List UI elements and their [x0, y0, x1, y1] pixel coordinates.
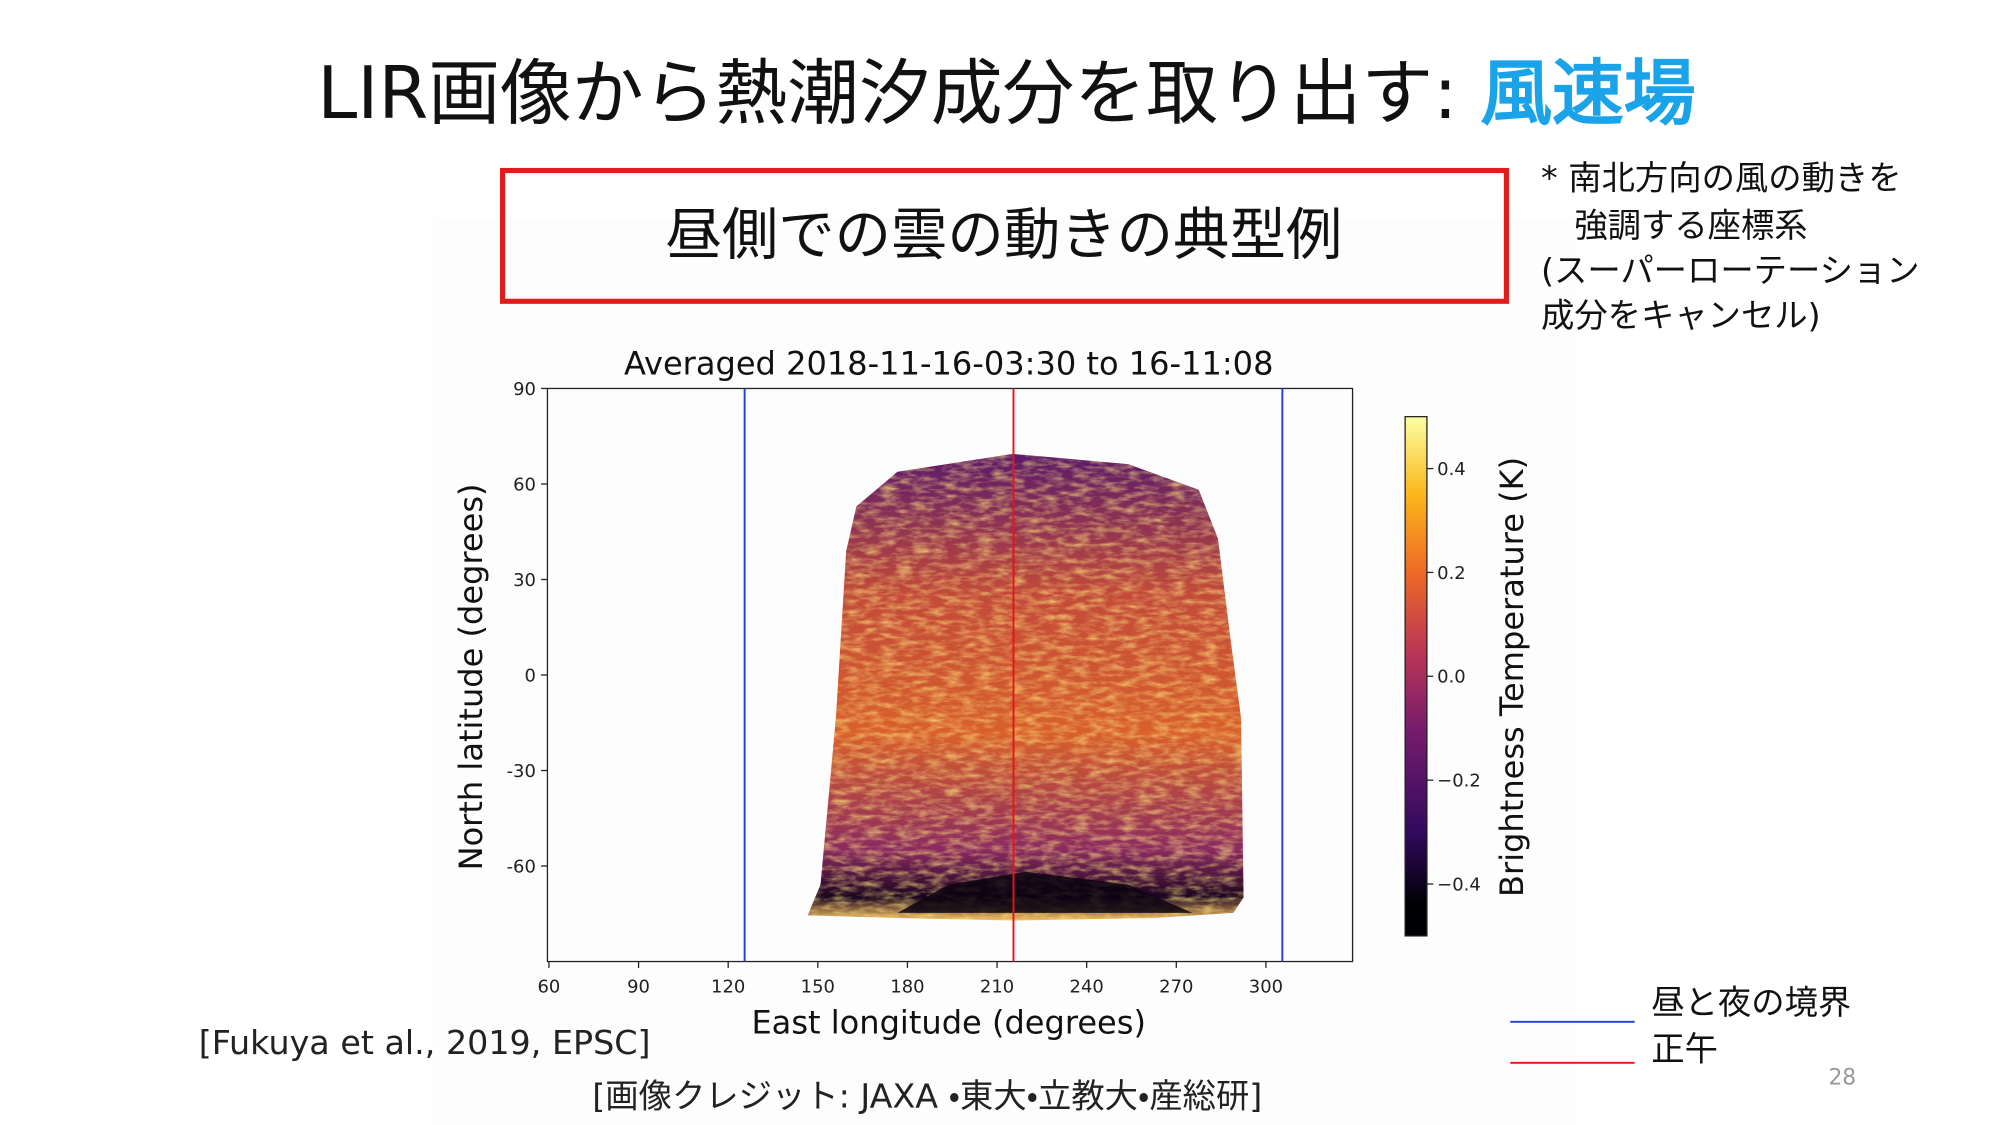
- y-tick-label: -30: [507, 761, 536, 782]
- note-line: 強調する座標系: [1574, 206, 1807, 245]
- y-axis-label: North latitude (degrees): [452, 483, 490, 870]
- y-tick-label: 30: [513, 570, 536, 591]
- legend-label: 正午: [1651, 1029, 1718, 1068]
- caption: 昼側での雲の動きの典型例: [665, 203, 1342, 268]
- note-line: * 南北方向の風の動きを: [1541, 159, 1902, 198]
- colorbar-tick-label: 0.0: [1437, 667, 1466, 688]
- colorbar: [1404, 416, 1428, 937]
- x-axis-label: East longitude (degrees): [751, 1003, 1146, 1041]
- y-tick-label: 60: [513, 474, 536, 495]
- x-tick-label: 300: [1249, 976, 1283, 997]
- note-line: (スーパーローテーション: [1541, 251, 1920, 290]
- x-tick-label: 90: [627, 976, 650, 997]
- caption-box: [500, 167, 1509, 304]
- x-tick-label: 270: [1159, 976, 1193, 997]
- colorbar-tick-label: 0.2: [1437, 563, 1466, 584]
- colorbar-tick-label: −0.4: [1437, 874, 1481, 895]
- colorbar-tick-label: −0.2: [1437, 771, 1481, 792]
- chart: Averaged 2018-11-16-03:30 to 16-11:08 Ea…: [452, 344, 1531, 1041]
- image-credit: [画像クレジット: JAXA ・東大・立教大・産総研]: [592, 1077, 1262, 1116]
- chart-title: Averaged 2018-11-16-03:30 to 16-11:08: [624, 344, 1274, 382]
- title-main: LIR画像から熱潮汐成分を取り出す:: [317, 51, 1480, 135]
- heatmap: [807, 453, 1244, 921]
- x-tick-label: 210: [980, 976, 1014, 997]
- x-tick-label: 240: [1070, 976, 1104, 997]
- y-tick-label: 0: [524, 665, 535, 686]
- legend-label: 昼と夜の境界: [1651, 983, 1851, 1022]
- heatmap-texture: [807, 453, 1244, 921]
- heatmap-dark-band: [897, 871, 1193, 913]
- colorbar-tick-label: 0.4: [1437, 459, 1466, 480]
- note-line: 成分をキャンセル): [1541, 296, 1821, 335]
- colorbar-label: Brightness Temperature (K): [1493, 457, 1531, 897]
- x-tick-label: 120: [711, 976, 745, 997]
- x-tick-label: 60: [538, 976, 561, 997]
- title-highlight: 風速場: [1480, 51, 1695, 135]
- x-tick-label: 150: [801, 976, 835, 997]
- citation: [Fukuya et al., 2019, EPSC]: [199, 1023, 651, 1062]
- slide-title: LIR画像から熱潮汐成分を取り出す: 風速場: [317, 51, 1695, 135]
- x-tick-label: 180: [890, 976, 924, 997]
- y-tick-label: -60: [507, 856, 536, 877]
- page-number: 28: [1828, 1066, 1856, 1091]
- y-tick-label: 90: [513, 379, 536, 400]
